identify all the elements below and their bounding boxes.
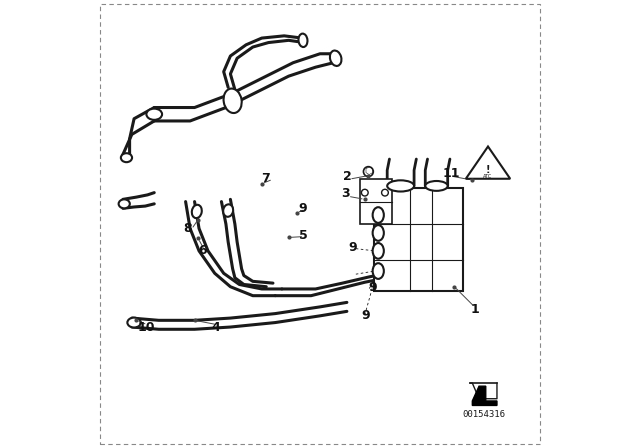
Text: !: ! [486,165,490,175]
Ellipse shape [192,205,202,218]
Text: 8: 8 [184,222,192,235]
Polygon shape [472,386,497,405]
Ellipse shape [127,318,141,327]
Text: 10: 10 [138,321,156,335]
Ellipse shape [298,34,307,47]
Ellipse shape [364,167,373,177]
Ellipse shape [118,199,130,208]
Text: 00154316: 00154316 [462,410,505,419]
Ellipse shape [372,225,384,241]
Ellipse shape [372,243,384,259]
Text: 7: 7 [261,172,269,185]
Text: 6: 6 [198,244,207,258]
Ellipse shape [426,181,448,191]
Text: 4: 4 [212,321,220,335]
Ellipse shape [372,263,384,279]
Ellipse shape [372,207,384,223]
Text: 9: 9 [299,202,307,215]
Text: 11: 11 [442,167,460,181]
Text: 2: 2 [342,170,351,184]
Text: ⬡: ⬡ [364,167,372,177]
Text: 5: 5 [299,229,307,242]
Ellipse shape [121,153,132,162]
Text: 9: 9 [362,309,370,323]
Text: 1: 1 [470,302,479,316]
Bar [360,179,392,224]
Text: 9: 9 [348,241,357,254]
Text: ATC: ATC [483,174,493,179]
Ellipse shape [147,109,162,120]
Ellipse shape [387,180,414,192]
Ellipse shape [223,204,233,217]
Bar [374,188,463,291]
Ellipse shape [223,89,242,113]
Ellipse shape [330,51,342,66]
Text: 9: 9 [369,281,377,294]
Text: 3: 3 [342,187,350,200]
